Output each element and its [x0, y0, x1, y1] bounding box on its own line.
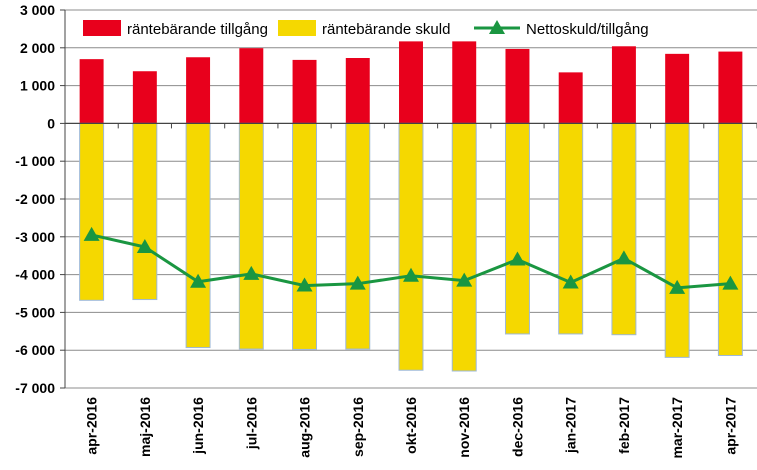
bar-raentebaerande-tillgang: [452, 41, 477, 124]
axes: [64, 10, 757, 388]
bar-raentebaerande-tillgang: [611, 46, 636, 124]
bar-raentebaerande-tillgang: [132, 71, 157, 124]
marker-nettoskuld-tillgang: [456, 272, 473, 287]
y-tick-label: -2 000: [15, 191, 55, 207]
x-tick-label: jan-2017: [563, 397, 579, 454]
legend-marker-nettoskuld: [489, 20, 505, 34]
legend-swatch-raentebaerande-skuld: [278, 20, 316, 36]
bar-raentebaerande-skuld: [345, 122, 371, 350]
bar-raentebaerande-tillgang: [399, 41, 423, 124]
marker-nettoskuld-tillgang: [349, 275, 366, 290]
y-tick-label: -7 000: [15, 380, 55, 396]
bar-raentebaerande-skuld: [292, 122, 318, 350]
legend: räntebärande tillgång räntebärande skuld…: [83, 20, 649, 38]
bar-raentebaerande-skuld: [79, 122, 105, 301]
bar-raentebaerande-tillgang: [718, 51, 743, 124]
bar-raentebaerande-skuld: [185, 122, 211, 349]
y-axis-tick-labels: 3 000 2 000 1 000 0 -1 000 -2 000 -3 000 -4 000…: [15, 2, 55, 396]
x-tick-label: feb-2017: [616, 397, 632, 454]
marker-nettoskuld-tillgang: [136, 239, 153, 254]
marker-nettoskuld-tillgang: [722, 275, 739, 290]
y-tick-label: -3 000: [15, 229, 55, 245]
x-tick-label: sep-2016: [350, 397, 366, 457]
legend-label-raentebaerande-tillgang: räntebärande tillgång: [127, 21, 268, 38]
bar-raentebaerande-skuld: [398, 122, 424, 371]
x-tick-label: jun-2016: [190, 397, 206, 455]
bar-raentebaerande-skuld: [664, 122, 690, 358]
bar-raentebaerande-tillgang: [239, 48, 264, 124]
x-axis-tick-labels: apr-2016 maj-2016 jun-2016 jul-2016 aug-2016…: [84, 397, 739, 459]
marker-nettoskuld-tillgang: [296, 277, 313, 292]
bar-raentebaerande-skuld: [611, 122, 637, 336]
marker-nettoskuld-tillgang: [509, 251, 526, 266]
bar-raentebaerande-tillgang: [186, 57, 211, 124]
bar-raentebaerande-skuld: [451, 122, 477, 372]
x-tick-label: apr-2017: [722, 397, 738, 455]
x-tick-label: mar-2017: [669, 397, 685, 459]
series-raentebaerande-skuld: [79, 122, 743, 372]
bar-raentebaerande-tillgang: [505, 48, 530, 124]
legend-swatch-raentebaerande-tillgang: [83, 20, 121, 36]
y-tick-label: -1 000: [15, 153, 55, 169]
y-tick-label: 1 000: [20, 78, 55, 94]
x-tick-label: dec-2016: [509, 397, 525, 457]
y-tick-label: -6 000: [15, 342, 55, 358]
y-tick-label: 0: [47, 115, 55, 131]
x-tick-label: jul-2016: [243, 397, 259, 450]
y-tick-label: -4 000: [15, 267, 55, 283]
x-tick-label: aug-2016: [297, 397, 313, 458]
bar-raentebaerande-tillgang: [292, 59, 317, 124]
bar-raentebaerande-skuld: [558, 122, 584, 335]
legend-label-raentebaerande-skuld: räntebärande skuld: [322, 21, 450, 38]
marker-nettoskuld-tillgang: [190, 273, 207, 288]
bar-raentebaerande-skuld: [238, 122, 264, 350]
x-tick-label: apr-2016: [84, 397, 100, 455]
x-tick-label: nov-2016: [456, 397, 472, 458]
x-tick-label: okt-2016: [403, 397, 419, 454]
legend-label-nettoskuld-tillgang: Nettoskuld/tillgång: [526, 21, 649, 38]
x-tick-label: maj-2016: [137, 397, 153, 457]
marker-nettoskuld-tillgang: [83, 226, 100, 241]
bar-raentebaerande-skuld: [132, 122, 158, 301]
bar-raentebaerande-tillgang: [345, 58, 370, 124]
bar-raentebaerande-tillgang: [79, 59, 104, 124]
bar-raentebaerande-tillgang: [665, 53, 690, 124]
series-raentebaerande-tillgang: [79, 41, 743, 124]
y-tick-label: 3 000: [20, 2, 55, 18]
marker-nettoskuld-tillgang: [403, 267, 419, 282]
y-tick-label: 2 000: [20, 40, 55, 56]
bar-raentebaerande-skuld: [717, 122, 743, 356]
marker-nettoskuld-tillgang: [615, 250, 632, 265]
bar-raentebaerande-skuld: [504, 122, 530, 335]
marker-nettoskuld-tillgang: [669, 279, 686, 294]
marker-nettoskuld-tillgang: [562, 274, 579, 289]
marker-nettoskuld-tillgang: [243, 265, 260, 280]
series-nettoskuld-tillgang: [83, 226, 739, 294]
bar-raentebaerande-tillgang: [558, 72, 583, 124]
y-tick-label: -5 000: [15, 304, 55, 320]
